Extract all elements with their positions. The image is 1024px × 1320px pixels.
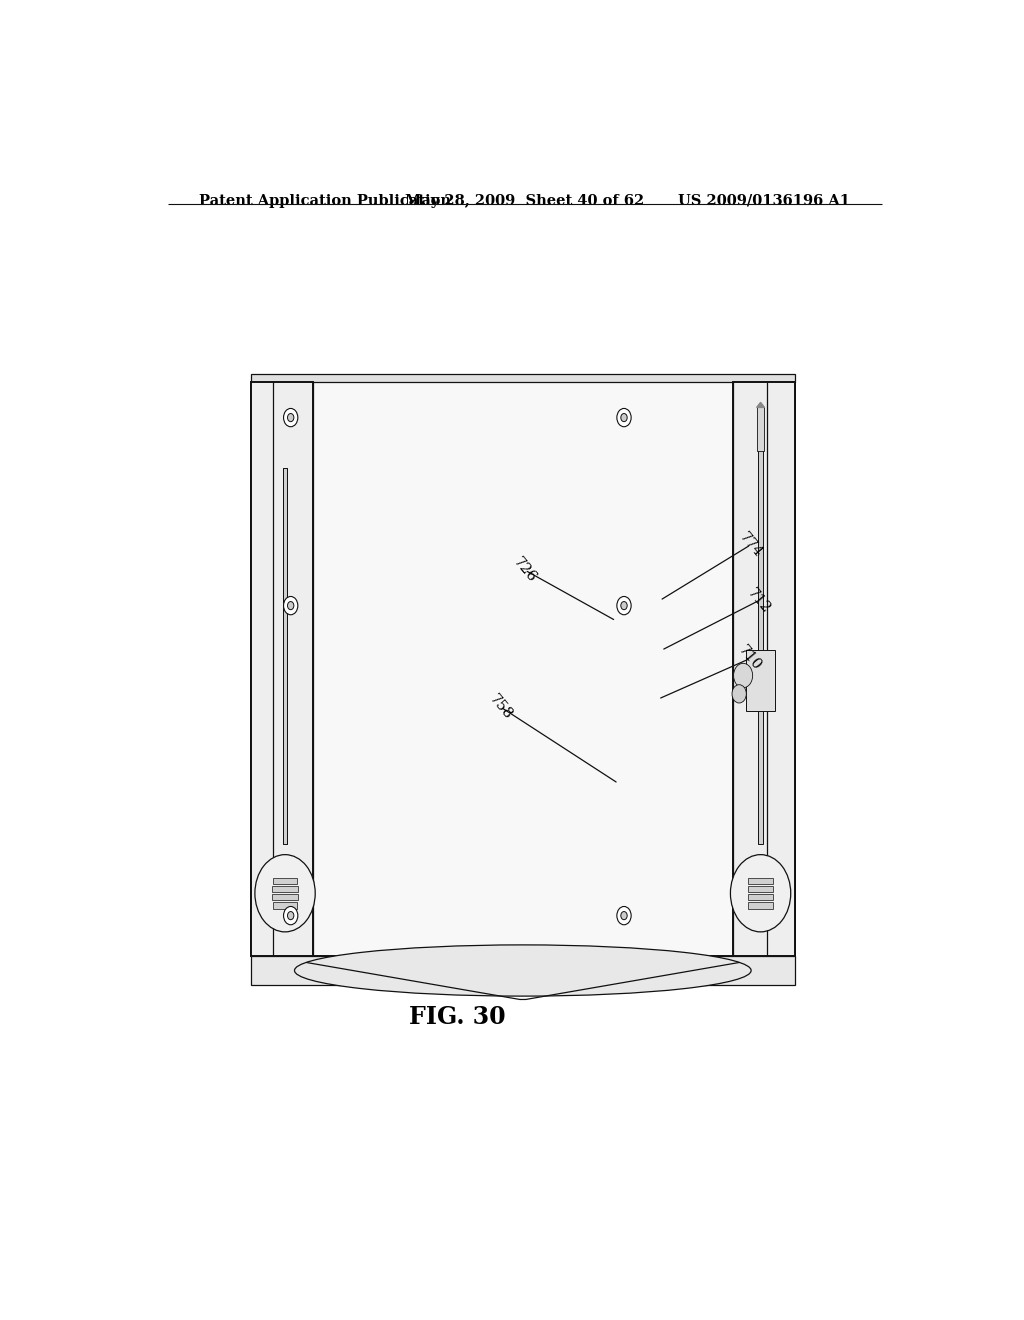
Bar xyxy=(272,878,297,884)
Bar xyxy=(251,374,795,381)
Bar xyxy=(749,878,773,884)
Text: May 28, 2009  Sheet 40 of 62: May 28, 2009 Sheet 40 of 62 xyxy=(406,194,644,209)
Circle shape xyxy=(621,602,627,610)
Circle shape xyxy=(733,664,753,688)
Circle shape xyxy=(284,408,298,426)
Circle shape xyxy=(616,408,631,426)
Bar xyxy=(272,894,298,900)
Bar xyxy=(283,469,288,845)
Bar xyxy=(758,447,763,845)
Text: 758: 758 xyxy=(486,692,515,722)
Text: Patent Application Publication: Patent Application Publication xyxy=(200,194,452,209)
Circle shape xyxy=(730,854,791,932)
Bar xyxy=(748,894,773,900)
Bar xyxy=(749,903,773,908)
Text: 726: 726 xyxy=(511,554,539,585)
Bar xyxy=(748,886,773,892)
Circle shape xyxy=(284,907,298,925)
Text: 710: 710 xyxy=(736,643,765,673)
Circle shape xyxy=(255,854,315,932)
Bar xyxy=(251,956,795,985)
Circle shape xyxy=(621,413,627,421)
Ellipse shape xyxy=(295,945,752,997)
Text: 712: 712 xyxy=(744,586,773,615)
Bar xyxy=(251,381,795,956)
Bar xyxy=(746,651,775,711)
Circle shape xyxy=(288,912,294,920)
Bar xyxy=(272,886,298,892)
Bar xyxy=(251,381,313,956)
Text: FIG. 30: FIG. 30 xyxy=(409,1006,506,1030)
Bar xyxy=(733,381,795,956)
Bar xyxy=(272,903,297,908)
Circle shape xyxy=(288,602,294,610)
Circle shape xyxy=(616,597,631,615)
Polygon shape xyxy=(757,403,765,408)
Circle shape xyxy=(288,413,294,421)
Text: 774: 774 xyxy=(736,529,765,560)
Circle shape xyxy=(284,597,298,615)
Text: US 2009/0136196 A1: US 2009/0136196 A1 xyxy=(678,194,850,209)
Circle shape xyxy=(621,912,627,920)
Circle shape xyxy=(732,685,746,704)
Circle shape xyxy=(616,907,631,925)
Bar xyxy=(758,408,764,451)
